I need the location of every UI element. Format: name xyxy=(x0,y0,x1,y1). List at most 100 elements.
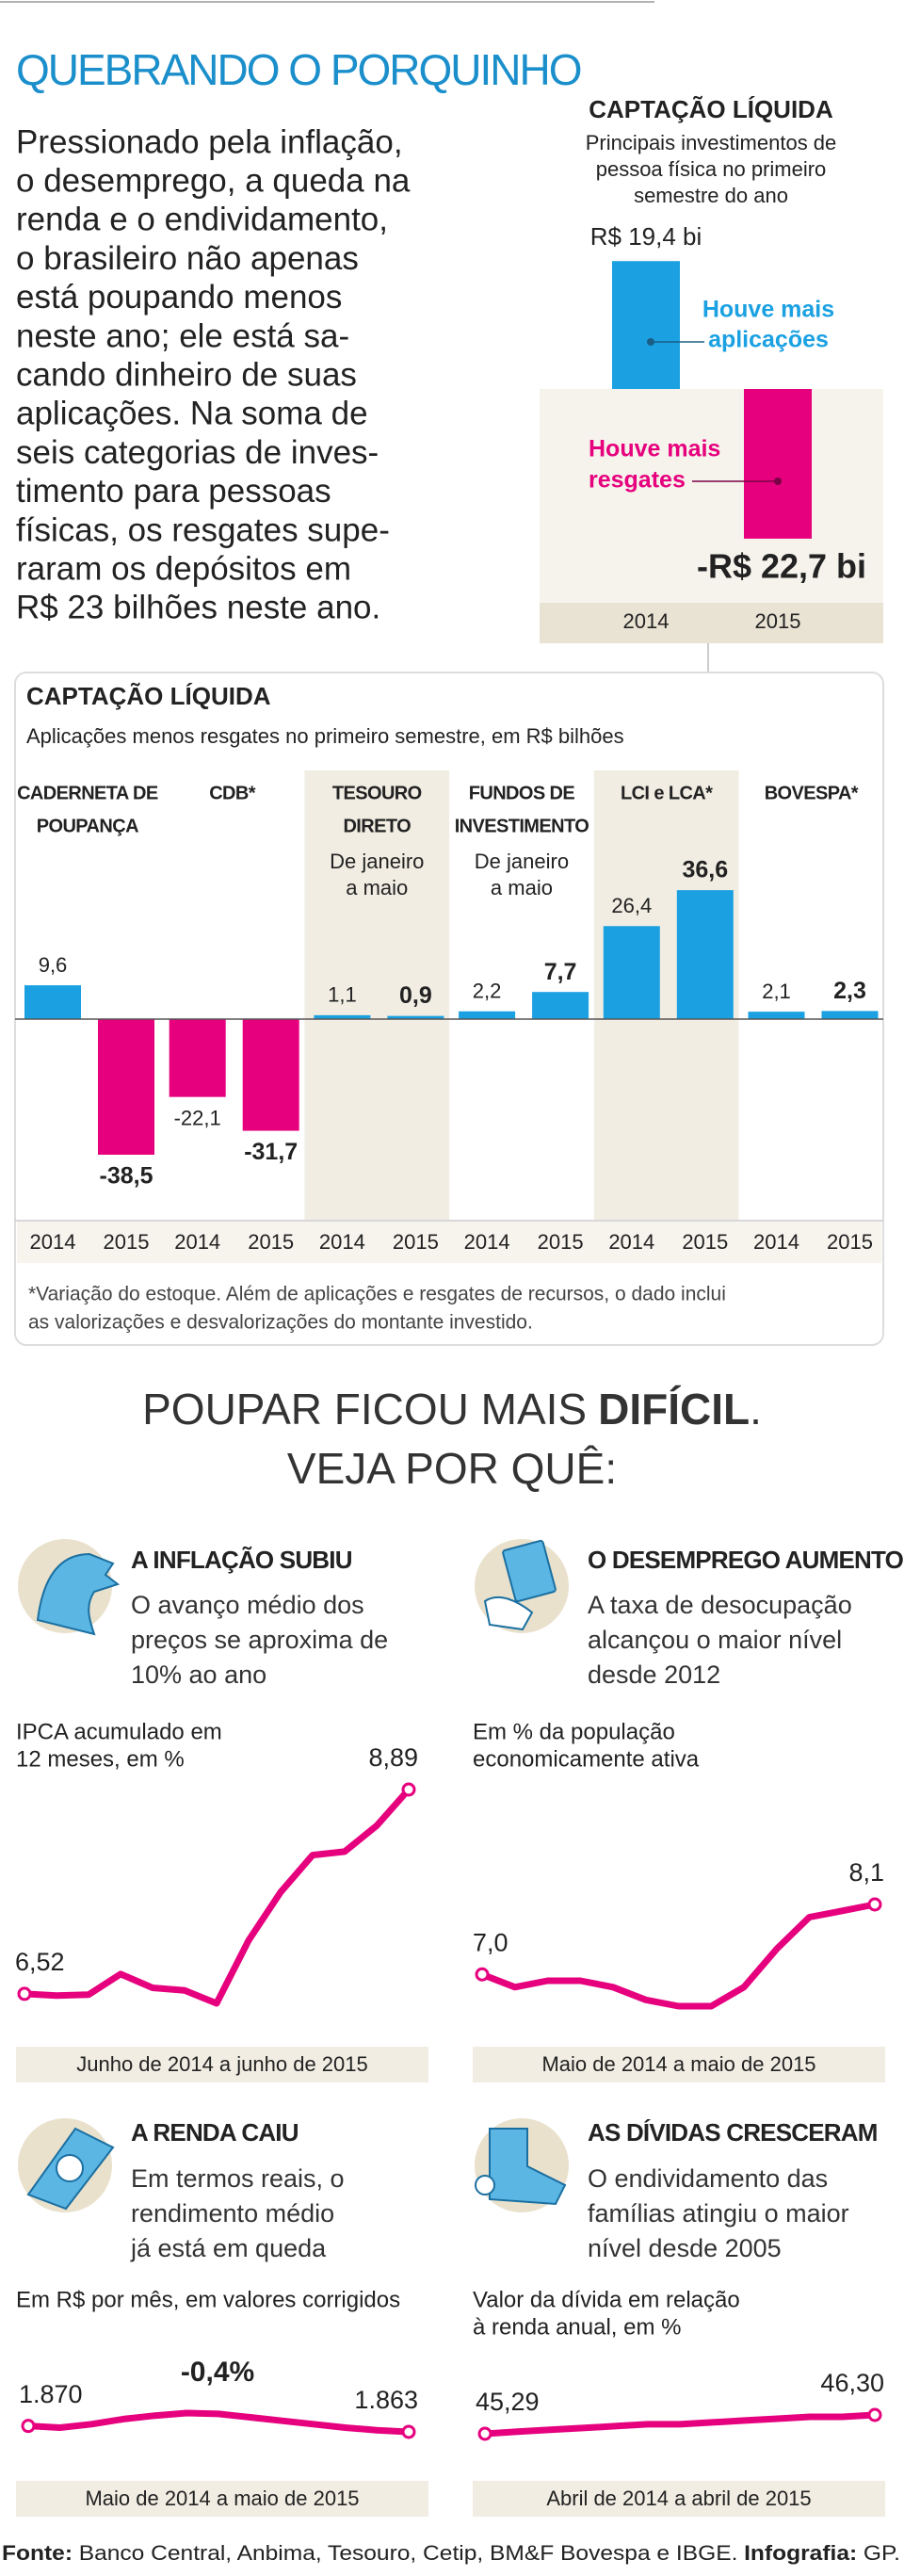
end-point xyxy=(867,1897,882,1912)
icon-debt xyxy=(475,2118,569,2212)
value-label: 7,7 xyxy=(544,959,577,985)
end-point xyxy=(401,2424,416,2439)
x-tick-label: 2015 xyxy=(393,1230,439,1254)
x-tick-label: 2014 xyxy=(608,1230,654,1254)
value-label: 8,1 xyxy=(848,1858,884,1887)
value-label: 8,89 xyxy=(368,1743,418,1772)
x-tick-label: 2015 xyxy=(104,1230,150,1254)
value-label: 1.870 xyxy=(19,2380,83,2408)
footer-part: GP. xyxy=(864,2541,900,2565)
page-title: QUEBRANDO O PORQUINHO xyxy=(16,45,581,94)
period-label: Junho de 2014 a junho de 2015 xyxy=(76,2052,368,2076)
annotation: resgates xyxy=(589,467,686,494)
intro-line: R$ 23 bilhões neste ano. xyxy=(16,590,380,626)
panel-description: alcançou o maior nível xyxy=(588,1626,842,1654)
line xyxy=(27,2409,410,2436)
intro-line: cando dinheiro de suas xyxy=(16,356,357,393)
chart-subtitle: Aplicações menos resgates no primeiro se… xyxy=(26,724,624,748)
category-note: De janeiro xyxy=(330,850,424,873)
column-shade xyxy=(304,770,450,1220)
icon-unemployment xyxy=(475,1539,569,1633)
intro-line: está poupando menos xyxy=(16,279,342,316)
panel-description: nível desde 2005 xyxy=(588,2234,782,2262)
intro-line: seis categorias de inves- xyxy=(16,434,379,471)
period-strip xyxy=(473,2481,885,2517)
bar xyxy=(748,1012,805,1019)
category-label: LCI e LCA* xyxy=(621,783,713,803)
category-label: FUNDOS DE xyxy=(469,783,575,803)
category-label: CDB* xyxy=(209,783,256,803)
value-label: 36,6 xyxy=(682,857,728,883)
intro-line: físicas, os resgates supe- xyxy=(16,511,390,548)
period-strip xyxy=(16,2481,428,2517)
footnote: *Variação do estoque. Além de aplicações… xyxy=(28,1284,726,1305)
value-label: 2,3 xyxy=(833,978,866,1004)
headline-part: . xyxy=(750,1385,762,1434)
panel-title: AS DÍVIDAS CRESCERAM xyxy=(588,2118,878,2147)
category-note: a maio xyxy=(491,876,553,899)
chart-frame xyxy=(14,672,884,1346)
value-label: 45,29 xyxy=(476,2388,540,2416)
annotation: aplicações xyxy=(708,327,829,353)
footer-part: Infografia: xyxy=(744,2541,857,2565)
chart-title: CAPTAÇÃO LÍQUIDA xyxy=(589,95,833,123)
end-point xyxy=(475,1967,490,1982)
panel-title: A INFLAÇÃO SUBIU xyxy=(131,1546,352,1574)
panel-description: O endividamento das xyxy=(588,2164,828,2193)
category-label: POUPANÇA xyxy=(37,816,138,836)
category-label: INVESTIMENTO xyxy=(455,816,589,836)
x-tick-label: 2014 xyxy=(319,1230,365,1254)
panel-bg xyxy=(540,389,883,643)
footnote: as valorizações e desvalorizações do mon… xyxy=(28,1312,533,1334)
value-label: 1,1 xyxy=(328,983,357,1007)
value-label: -22,1 xyxy=(174,1106,221,1129)
panel-description: famílias atingiu o maior xyxy=(588,2199,849,2228)
value-label: 0,9 xyxy=(399,982,432,1009)
bar xyxy=(603,926,660,1019)
bar xyxy=(532,992,589,1019)
end-point xyxy=(401,1782,416,1797)
end-point xyxy=(477,2426,492,2441)
icon-income xyxy=(18,2118,115,2212)
annotation: -0,4% xyxy=(181,2357,254,2388)
x-tick-label: 2014 xyxy=(623,609,670,633)
footer-part: Fonte: xyxy=(2,2541,73,2565)
intro-line: raram os depósitos em xyxy=(16,550,351,587)
end-point xyxy=(867,2407,882,2422)
leader-dot xyxy=(774,478,782,485)
x-tick-label: 2014 xyxy=(464,1230,510,1254)
axis-label: Em % da população xyxy=(473,1719,675,1744)
value-label: 26,4 xyxy=(611,894,652,917)
headline-part: DIFÍCIL xyxy=(598,1385,750,1434)
bar xyxy=(821,1011,879,1019)
value-label: 6,52 xyxy=(15,1948,65,1976)
x-tick-label: 2015 xyxy=(682,1230,728,1254)
panel-description: preços se aproxima de xyxy=(131,1626,388,1654)
category-label: BOVESPA* xyxy=(765,783,859,803)
intro-line: timento para pessoas xyxy=(16,473,331,510)
bar xyxy=(676,890,734,1019)
value-label: -R$ 22,7 bi xyxy=(697,546,866,585)
category-label: DIRETO xyxy=(343,816,411,836)
bar xyxy=(459,1011,516,1019)
chart-subtitle: Principais investimentos de xyxy=(586,131,837,154)
category-label: CADERNETA DE xyxy=(17,783,158,803)
value-label: R$ 19,4 bi xyxy=(590,222,702,251)
intro-line: neste ano; ele está sa- xyxy=(16,317,349,354)
panel-description: A taxa de desocupação xyxy=(588,1591,852,1619)
intro-line: aplicações. Na soma de xyxy=(16,396,368,432)
icon-inflation xyxy=(18,1539,121,1636)
chart-subtitle: pessoa física no primeiro xyxy=(596,157,827,181)
section-subheadline: VEJA POR QUÊ: xyxy=(287,1444,617,1493)
panel-title: O DESEMPREGO AUMENTOU xyxy=(588,1546,904,1574)
value-label: 2,2 xyxy=(473,980,502,1003)
x-tick-label: 2014 xyxy=(174,1230,220,1254)
axis-label: à renda anual, em % xyxy=(473,2314,681,2340)
x-tick-label: 2015 xyxy=(248,1230,294,1254)
bar xyxy=(744,389,812,539)
period-label: Abril de 2014 a abril de 2015 xyxy=(546,2487,811,2510)
value-label: 1.863 xyxy=(354,2386,418,2414)
category-label: TESOURO xyxy=(332,783,422,803)
